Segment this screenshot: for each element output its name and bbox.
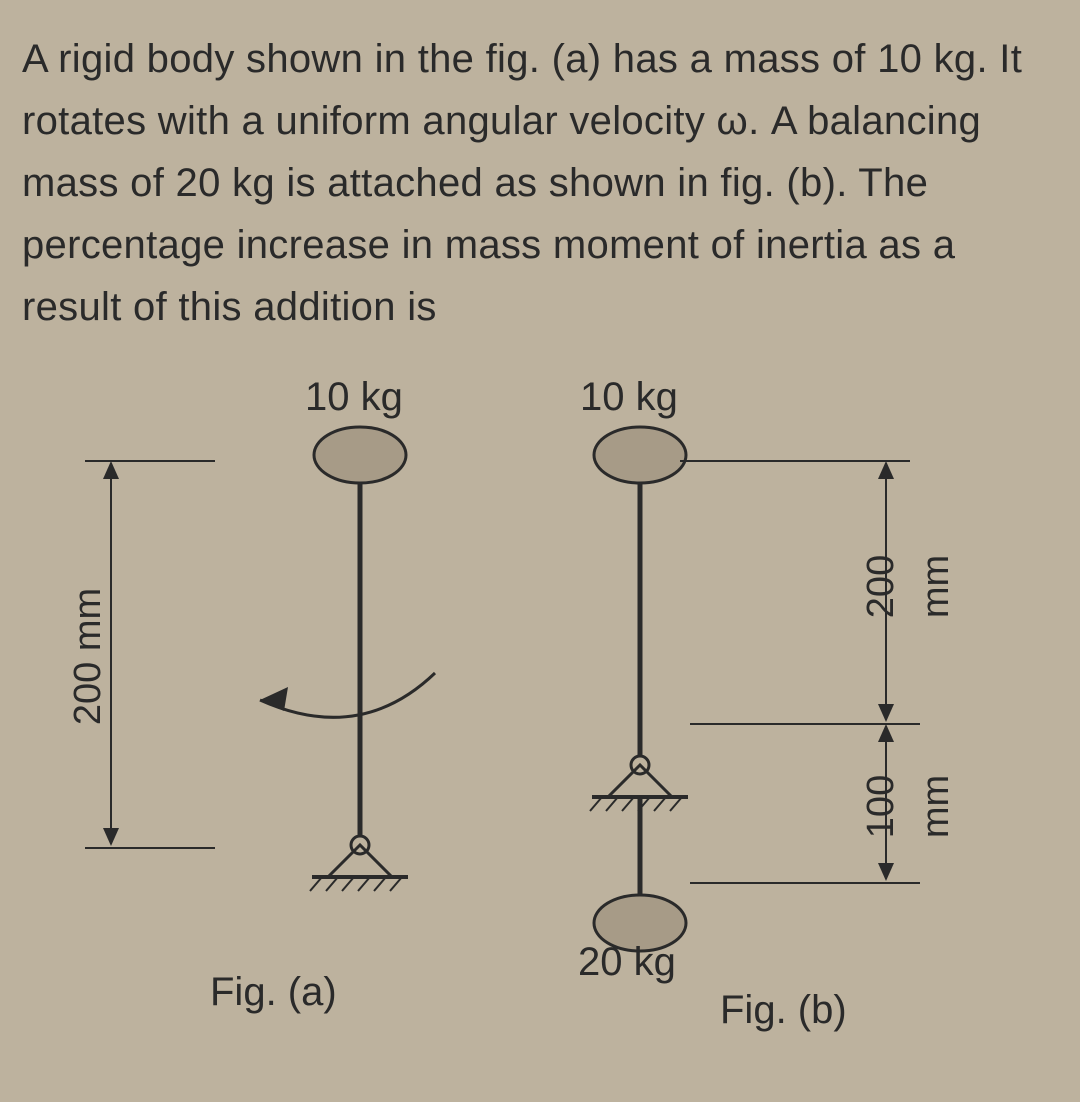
fig-a-ext-bot <box>85 847 215 849</box>
fig-b-ext-bot <box>690 882 920 884</box>
fig-b-mass-bottom-label: 20 kg <box>578 940 676 985</box>
fig-a-caption: Fig. (a) <box>210 970 337 1015</box>
problem-statement: A rigid body shown in the fig. (a) has a… <box>0 0 1080 338</box>
fig-b-dim-upper-val: 200 <box>860 555 903 618</box>
fig-b-dim-upper-unit: mm <box>915 555 958 618</box>
fig-b-ext-top <box>680 460 910 462</box>
fig-b-dim-lower-unit: mm <box>915 775 958 838</box>
fig-b-mass-top-label: 10 kg <box>580 375 678 420</box>
fig-a-dim-line <box>110 463 112 844</box>
fig-b-dim-lower-val: 100 <box>860 775 903 838</box>
fig-a-mass-label: 10 kg <box>305 375 403 420</box>
fig-a-drawing <box>200 425 460 895</box>
fig-b-drawing <box>540 425 760 985</box>
fig-a-dim-label: 200 mm <box>67 588 110 725</box>
figures-area: 10 kg 200 mm Fig. (a) 10 kg <box>0 370 1080 1090</box>
fig-b-caption: Fig. (b) <box>720 988 847 1033</box>
